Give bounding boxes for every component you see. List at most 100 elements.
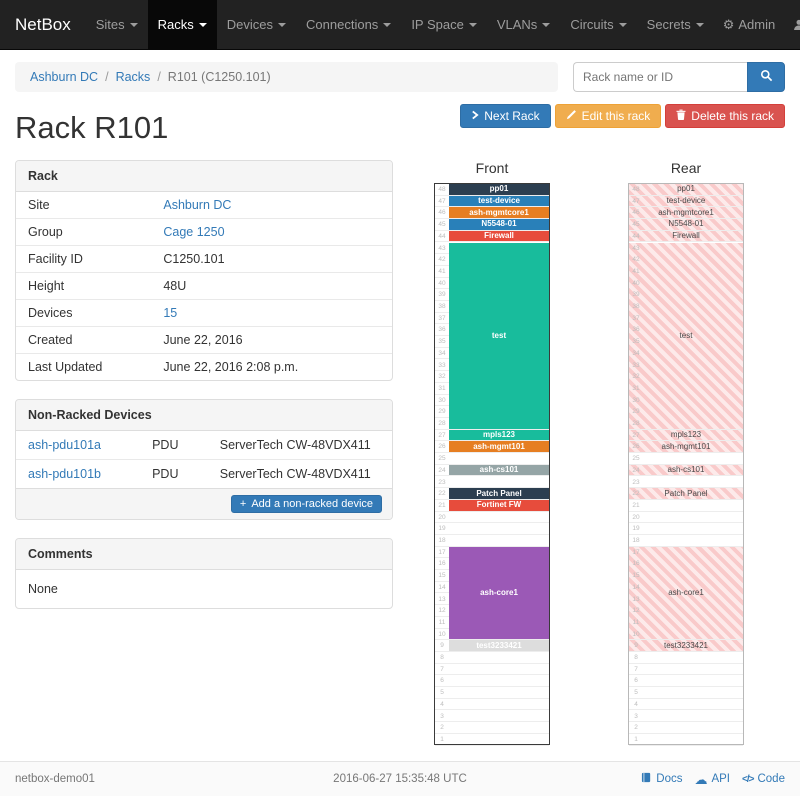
rack-device[interactable]: Fortinet FW: [449, 499, 549, 511]
code-link[interactable]: </> Code: [742, 773, 785, 785]
attr-value-link[interactable]: Cage 1250: [163, 225, 225, 239]
rack-unit-slot[interactable]: [435, 488, 549, 500]
add-non-racked-device-button[interactable]: + Add a non-racked device: [230, 495, 382, 513]
nav-item-racks[interactable]: Racks: [147, 0, 217, 49]
rack-device[interactable]: N5548-01: [449, 219, 549, 230]
rack-device[interactable]: mpls123: [449, 429, 549, 441]
rack-unit-slot[interactable]: [435, 453, 549, 465]
nav-item-vlans[interactable]: VLANs: [487, 0, 560, 49]
rack-device[interactable]: test-device: [449, 195, 549, 207]
rack-unit-slot[interactable]: [435, 207, 549, 220]
rack-unit-slot[interactable]: [629, 465, 743, 477]
rack-unit-slot[interactable]: [435, 629, 549, 641]
rack-unit-slot[interactable]: [435, 500, 549, 512]
rack-unit-slot[interactable]: [435, 711, 549, 723]
rack-unit-slot[interactable]: [435, 722, 549, 734]
rack-unit-slot[interactable]: [629, 184, 743, 196]
rack-unit-slot[interactable]: [435, 477, 549, 489]
rack-unit-slot[interactable]: [435, 734, 549, 746]
api-link[interactable]: ☁ API: [694, 773, 730, 786]
rack-device[interactable]: Patch Panel: [449, 488, 549, 499]
rack-device[interactable]: N5548-01: [629, 219, 743, 230]
rack-unit-slot[interactable]: [629, 664, 743, 676]
rack-unit-slot[interactable]: [435, 652, 549, 664]
rack-device[interactable]: test: [449, 242, 549, 429]
rack-unit-slot[interactable]: [435, 699, 549, 711]
nav-item-admin[interactable]: ⚙ Admin: [714, 0, 785, 49]
delete-rack-button[interactable]: Delete this rack: [665, 104, 785, 128]
rack-unit-slot[interactable]: [629, 640, 743, 652]
rack-unit-slot[interactable]: [435, 512, 549, 524]
device-name-link[interactable]: ash-pdu101a: [28, 438, 101, 452]
rack-unit-slot[interactable]: [435, 523, 549, 535]
breadcrumb-item[interactable]: Ashburn DC: [30, 70, 99, 84]
rack-device[interactable]: test: [629, 242, 743, 429]
nav-item-devices[interactable]: Devices: [217, 0, 296, 49]
nav-item-sites[interactable]: Sites: [86, 0, 148, 49]
rack-device[interactable]: ash-mgmt101: [449, 441, 549, 453]
rack-unit-slot[interactable]: [435, 231, 549, 243]
rack-unit-slot[interactable]: [629, 675, 743, 688]
rack-unit-slot[interactable]: [629, 512, 743, 524]
rack-device[interactable]: ash-core1: [449, 546, 549, 640]
rack-unit-slot[interactable]: [629, 219, 743, 231]
rack-unit-slot[interactable]: [629, 523, 743, 535]
rack-device[interactable]: pp01: [629, 184, 743, 195]
device-name-link[interactable]: ash-pdu101b: [28, 467, 101, 481]
rack-unit-slot[interactable]: [435, 465, 549, 477]
docs-link[interactable]: Docs: [641, 772, 682, 786]
rack-device[interactable]: Firewall: [449, 230, 549, 242]
rack-unit-slot[interactable]: [629, 441, 743, 454]
rack-unit-slot[interactable]: [629, 430, 743, 442]
nav-item-circuits[interactable]: Circuits: [560, 0, 636, 49]
rack-device[interactable]: test-device: [629, 195, 743, 207]
rack-unit-slot[interactable]: [629, 488, 743, 500]
rack-unit-slot[interactable]: [629, 535, 743, 547]
nav-item-secrets[interactable]: Secrets: [637, 0, 714, 49]
rack-unit-slot[interactable]: [629, 453, 743, 465]
breadcrumb-item[interactable]: Racks: [115, 70, 151, 84]
rack-device[interactable]: Patch Panel: [629, 488, 743, 499]
rack-unit-slot[interactable]: [629, 722, 743, 734]
next-rack-button[interactable]: Next Rack: [460, 104, 551, 128]
rack-device[interactable]: pp01: [449, 184, 549, 195]
rack-search-button[interactable]: [747, 62, 785, 92]
rack-device[interactable]: ash-cs101: [449, 464, 549, 476]
rack-unit-slot[interactable]: [629, 629, 743, 641]
attr-value-link[interactable]: Ashburn DC: [163, 198, 232, 212]
rack-unit-slot[interactable]: [435, 441, 549, 454]
rack-unit-slot[interactable]: [435, 664, 549, 676]
nav-item-ip-space[interactable]: IP Space: [401, 0, 487, 49]
rack-device[interactable]: ash-cs101: [629, 464, 743, 476]
attr-value-link[interactable]: 15: [163, 306, 178, 320]
rack-unit-slot[interactable]: [435, 430, 549, 442]
rack-unit-slot[interactable]: [629, 477, 743, 489]
edit-rack-button[interactable]: Edit this rack: [554, 104, 662, 128]
rack-unit-slot[interactable]: [629, 207, 743, 220]
rack-unit-slot[interactable]: [629, 500, 743, 512]
rack-device[interactable]: Firewall: [629, 230, 743, 242]
rack-unit-slot[interactable]: [629, 652, 743, 664]
rack-unit-slot[interactable]: [629, 734, 743, 746]
rack-search-input[interactable]: [573, 62, 747, 92]
brand-logo[interactable]: NetBox: [15, 14, 71, 34]
rack-unit-slot[interactable]: [629, 699, 743, 711]
rack-device[interactable]: ash-mgmt101: [629, 441, 743, 453]
rack-device[interactable]: mpls123: [629, 429, 743, 441]
rack-unit-slot[interactable]: [435, 640, 549, 652]
rack-unit-slot[interactable]: [435, 184, 549, 196]
rack-device[interactable]: test3233421: [449, 640, 549, 651]
rack-device[interactable]: ash-core1: [629, 546, 743, 640]
rack-unit-slot[interactable]: [435, 687, 549, 699]
nav-item-profile[interactable]: Profile: [784, 0, 800, 49]
rack-device[interactable]: ash-mgmtcore1: [629, 207, 743, 219]
rack-unit-slot[interactable]: [435, 675, 549, 688]
nav-item-connections[interactable]: Connections: [296, 0, 401, 49]
rack-unit-slot[interactable]: [435, 418, 549, 430]
rack-unit-slot[interactable]: [435, 219, 549, 231]
rack-device[interactable]: ash-mgmtcore1: [449, 207, 549, 219]
rack-unit-slot[interactable]: [629, 231, 743, 243]
rack-unit-slot[interactable]: [629, 418, 743, 430]
rack-unit-slot[interactable]: [629, 687, 743, 699]
rack-unit-slot[interactable]: [435, 535, 549, 547]
